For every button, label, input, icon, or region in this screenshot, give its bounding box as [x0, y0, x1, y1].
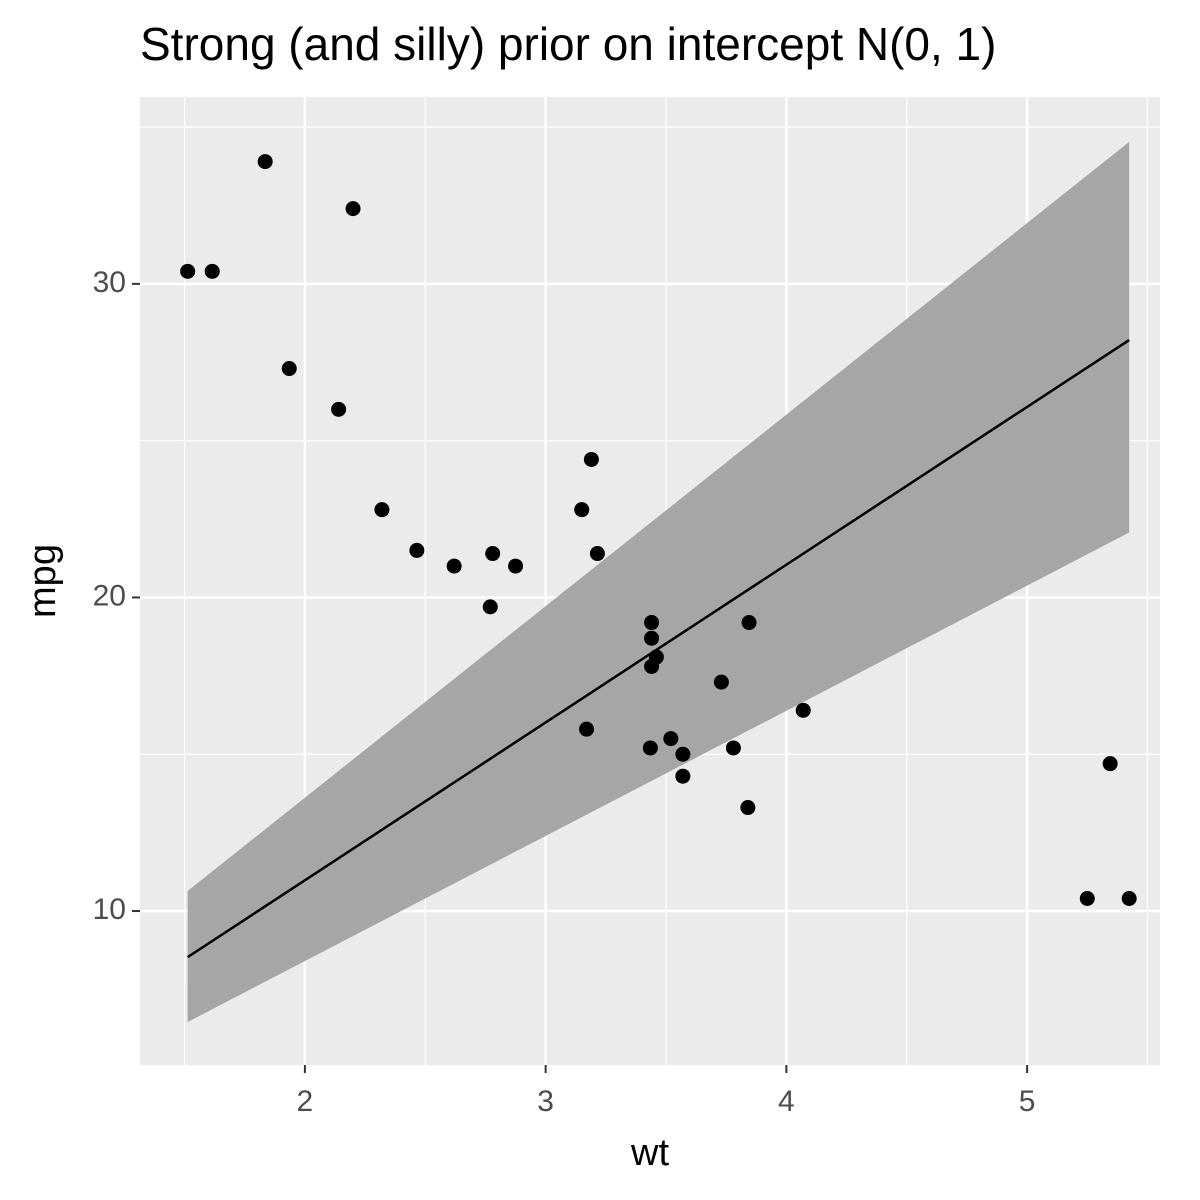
point — [508, 558, 524, 574]
fit-line — [186, 338, 1130, 959]
point — [374, 502, 390, 518]
point — [345, 201, 361, 217]
point — [1121, 890, 1137, 906]
point — [675, 768, 691, 784]
chart-title: Strong (and silly) prior on intercept N(… — [140, 18, 996, 70]
point — [644, 658, 660, 674]
point — [579, 721, 595, 737]
point — [281, 361, 297, 377]
point — [485, 546, 501, 562]
point — [257, 154, 273, 170]
y-tick-label: 20 — [93, 579, 126, 612]
x-tick-label: 4 — [778, 1085, 795, 1118]
point — [180, 263, 196, 279]
point — [1102, 756, 1118, 772]
point — [725, 740, 741, 756]
point — [589, 546, 605, 562]
point — [675, 746, 691, 762]
point — [204, 263, 220, 279]
point — [331, 401, 347, 417]
point — [644, 615, 660, 631]
x-tick-label: 3 — [537, 1085, 554, 1118]
point — [482, 599, 498, 615]
x-tick-label: 2 — [297, 1085, 314, 1118]
point — [741, 615, 757, 631]
point — [663, 731, 679, 747]
point — [574, 502, 590, 518]
x-tick-label: 5 — [1019, 1085, 1036, 1118]
point — [409, 542, 425, 558]
point — [1079, 890, 1095, 906]
point — [795, 702, 811, 718]
y-tick-label: 10 — [93, 893, 126, 926]
y-tick-label: 30 — [93, 266, 126, 299]
point — [740, 800, 756, 816]
point — [583, 451, 599, 467]
y-axis-label: mpg — [22, 544, 64, 618]
point — [642, 740, 658, 756]
point — [713, 674, 729, 690]
x-axis-label: wt — [630, 1132, 669, 1174]
point — [446, 558, 462, 574]
point — [644, 630, 660, 646]
